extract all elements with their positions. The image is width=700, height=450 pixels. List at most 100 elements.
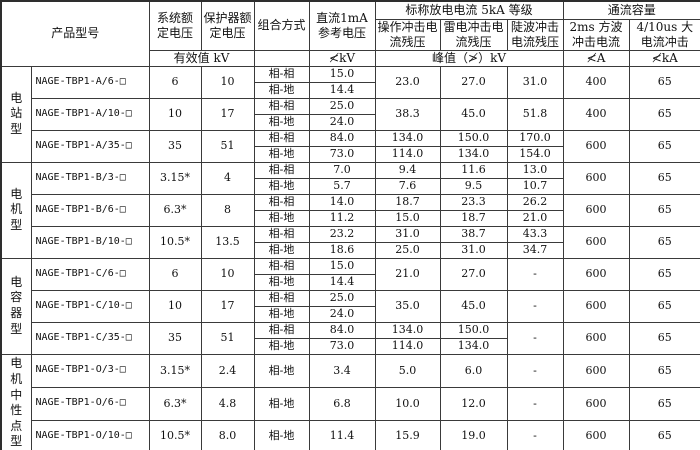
model-cell: NAGE-TBP1-O/3-□ [30,353,150,388]
protector-voltage-cell: 8 [200,193,255,227]
dc-ref-cell: 7.0 [308,161,376,179]
protector-voltage-cell: 8.0 [200,419,255,450]
cap-2ms-cell: 600 [562,321,630,355]
combo-cell: 相-地 [253,113,310,131]
header-combo-unit-empty [253,49,310,67]
steep-cell: 51.8 [506,97,564,131]
spec-row: NAGE-TBP1-B/10-□ 10.5* 13.5 相-相 23.2 31.0 38.7… [1,225,700,259]
lightning-cell: 134.0 [439,145,508,163]
header-protector-voltage: 保护器额定电压 [200,0,255,51]
switching-cell: 18.7 [374,193,441,211]
header-dc-ref: 直流1mA参考电压 [308,0,376,51]
switching-cell: 38.3 [374,97,441,131]
switching-cell: 114.0 [374,337,441,355]
spec-row: 相-地 11.2 15.0 18.7 21.0 [1,209,700,227]
protector-voltage-cell: 51 [200,129,255,163]
dc-ref-cell: 14.0 [308,193,376,211]
header-capacity-group: 通流容量 [562,0,700,20]
protector-voltage-cell: 2.4 [200,353,255,388]
lightning-cell: 45.0 [439,289,508,323]
group-label-cell: 电机型 [0,161,32,259]
steep-cell: - [506,353,564,388]
cap-2ms-cell: 600 [562,353,630,388]
model-cell: NAGE-TBP1-B/3-□ [30,161,150,195]
dc-ref-cell: 73.0 [308,337,376,355]
cap-410-cell: 65 [628,225,700,259]
spec-row: NAGE-TBP1-B/6-□ 6.3* 8 相-相 14.0 18.7 23.3 26.2 6… [1,193,700,227]
switching-cell: 15.0 [374,209,441,227]
spec-row: 相-地 24.0 [1,113,700,131]
dc-ref-cell: 73.0 [308,145,376,163]
switching-cell: 114.0 [374,145,441,163]
lightning-cell: 38.7 [439,225,508,243]
spec-row: 电容器型 NAGE-TBP1-C/6-□ 6 10 相-相 15.0 21.0 27.0-60… [0,257,700,355]
dc-ref-cell: 11.4 [308,419,376,450]
dc-ref-cell: 25.0 [308,97,376,115]
switching-cell: 7.6 [374,177,441,195]
header-switching: 操作冲击电流残压 [374,18,441,51]
header-product: 产品型号 [0,0,150,67]
steep-cell: 21.0 [506,209,564,227]
spec-row: 相-地 18.6 25.0 31.0 34.7 [1,241,700,259]
cap-410-cell: 65 [628,386,700,421]
dc-ref-cell: 18.6 [308,241,376,259]
dc-ref-cell: 3.4 [308,353,376,388]
lightning-cell: 23.3 [439,193,508,211]
header-peak-unit: 峰值（≯）kV [374,49,564,67]
spec-row: NAGE-TBP1-C/35-□ 35 51 相-相 84.0 134.0 150.0-60… [1,321,700,355]
lightning-cell: 19.0 [439,419,508,450]
switching-cell: 134.0 [374,129,441,147]
combo-cell: 相-地 [253,273,310,291]
combo-cell: 相-相 [253,97,310,115]
cap-410-cell: 65 [628,419,700,450]
cap-410-cell: 65 [628,353,700,388]
lightning-cell: 27.0 [439,257,508,291]
group-label-cell: 电容器型 [0,257,32,355]
switching-cell: 9.4 [374,161,441,179]
cap-410-cell: 65 [628,65,700,99]
lightning-cell: 150.0 [439,129,508,147]
header-high-current: 4/10us 大电流冲击 [628,18,700,51]
system-voltage-cell: 35 [148,129,202,163]
combo-cell: 相-相 [253,257,310,275]
dc-ref-cell: 5.7 [308,177,376,195]
system-voltage-cell: 3.15* [148,353,202,388]
combo-cell: 相-地 [253,419,310,450]
dc-ref-cell: 11.2 [308,209,376,227]
combo-cell: 相-相 [253,225,310,243]
system-voltage-cell: 6 [148,65,202,99]
model-cell: NAGE-TBP1-A/6-□ [30,65,150,99]
dc-ref-cell: 23.2 [308,225,376,243]
group-label-cell: 电机中性点型 [0,353,32,450]
system-voltage-cell: 3.15* [148,161,202,195]
switching-cell: 10.0 [374,386,441,421]
cap-2ms-cell: 400 [562,97,630,131]
lightning-cell: 12.0 [439,386,508,421]
switching-cell: 23.0 [374,65,441,99]
model-cell: NAGE-TBP1-C/35-□ [30,321,150,355]
group-label: 电站型 [10,90,23,136]
dc-ref-cell: 14.4 [308,273,376,291]
steep-cell: 34.7 [506,241,564,259]
dc-ref-cell: 24.0 [308,113,376,131]
steep-cell: 43.3 [506,225,564,243]
dc-ref-cell: 14.4 [308,81,376,99]
lightning-cell: 18.7 [439,209,508,227]
switching-cell: 31.0 [374,225,441,243]
system-voltage-cell: 35 [148,321,202,355]
model-cell: NAGE-TBP1-C/6-□ [30,257,150,291]
header-lightning: 雷电冲击电流残压 [439,18,508,51]
cap-2ms-cell: 400 [562,65,630,99]
model-cell: NAGE-TBP1-A/10-□ [30,97,150,131]
cap-2ms-cell: 600 [562,225,630,259]
switching-cell: 35.0 [374,289,441,323]
combo-cell: 相-相 [253,161,310,179]
protector-voltage-cell: 13.5 [200,225,255,259]
model-cell: NAGE-TBP1-O/10-□ [30,419,150,450]
model-cell: NAGE-TBP1-C/10-□ [30,289,150,323]
cap-410-cell: 65 [628,321,700,355]
model-cell: NAGE-TBP1-A/35-□ [30,129,150,163]
cap-2ms-cell: 600 [562,129,630,163]
header-combination: 组合方式 [253,0,310,51]
